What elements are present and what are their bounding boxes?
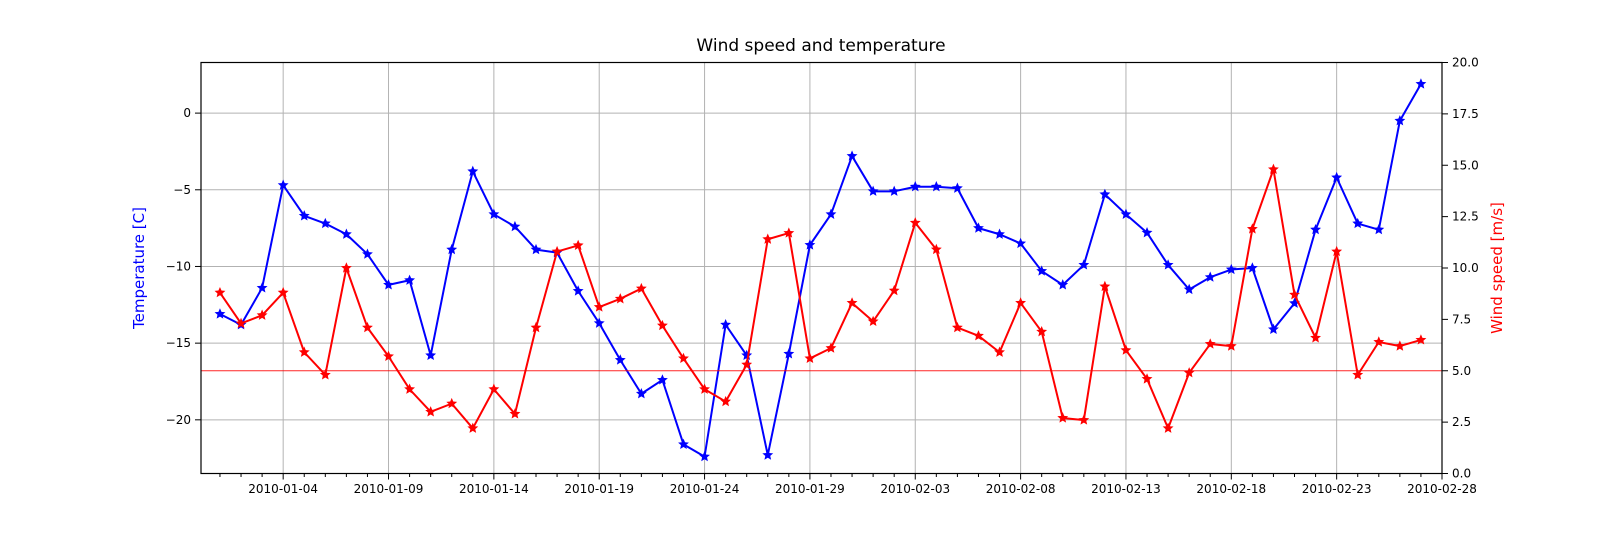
x-tick-label: 2010-02-28	[1407, 482, 1477, 496]
right-axis-label: Wind speed [m/s]	[1488, 202, 1506, 334]
right-tick-label: 2.5	[1452, 415, 1471, 429]
chart-title: Wind speed and temperature	[696, 36, 946, 56]
left-tick-label: 0	[183, 106, 191, 120]
x-tick-label: 2010-01-24	[670, 482, 740, 496]
x-tick-label: 2010-01-19	[564, 482, 634, 496]
left-tick-label: −15	[166, 336, 191, 350]
x-tick-label: 2010-02-13	[1091, 482, 1161, 496]
left-axis-label: Temperature [C]	[130, 207, 148, 329]
right-tick-label: 10.0	[1452, 261, 1479, 275]
left-tick-label: −5	[173, 183, 191, 197]
x-tick-label: 2010-01-29	[775, 482, 845, 496]
x-tick-label: 2010-02-03	[880, 482, 950, 496]
y-axis-right: 0.0 2.5 5.0 7.5 10.0 12.5 15.0 17.5 20.0	[1442, 56, 1479, 481]
x-tick-label: 2010-01-04	[248, 482, 318, 496]
wind-speed-line	[214, 163, 1427, 433]
wind-speed-line-markers	[214, 163, 1427, 433]
left-tick-label: −10	[166, 259, 191, 273]
x-tick-label: 2010-01-14	[459, 482, 529, 496]
right-tick-label: 12.5	[1452, 210, 1479, 224]
x-tick-label: 2010-02-08	[986, 482, 1056, 496]
x-tick-label: 2010-01-09	[354, 482, 424, 496]
x-tick-label: 2010-02-23	[1302, 482, 1372, 496]
right-tick-label: 0.0	[1452, 467, 1471, 481]
right-tick-label: 5.0	[1452, 364, 1471, 378]
y-axis-left: 0 −5 −10 −15 −20	[166, 106, 201, 427]
x-axis: 2010-01-04 2010-01-09 2010-01-14 2010-01-19…	[219, 473, 1477, 496]
right-tick-label: 7.5	[1452, 312, 1471, 326]
left-tick-label: −20	[166, 413, 191, 427]
right-tick-label: 15.0	[1452, 158, 1479, 172]
x-tick-label: 2010-02-18	[1196, 482, 1266, 496]
right-tick-label: 17.5	[1452, 107, 1479, 121]
right-tick-label: 20.0	[1452, 56, 1479, 70]
